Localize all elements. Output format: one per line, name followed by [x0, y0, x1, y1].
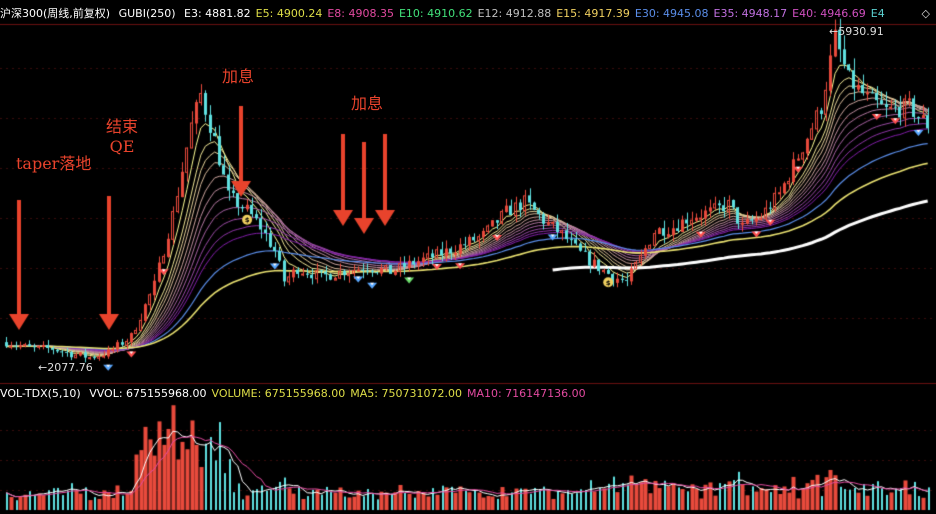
ema-legend-item: E15: 4917.39	[556, 7, 630, 20]
panel-toggle-icon[interactable]: ◇	[921, 7, 930, 20]
high-marker-arrow: ←	[829, 25, 839, 38]
volume-legend-item: VOLUME: 675155968.00	[211, 387, 346, 400]
ema-legend-item: E4	[870, 7, 885, 20]
annotation-rate-hike-1: 加息	[222, 67, 255, 86]
price-header: 沪深300(周线,前复权) GUBI(250) E3: 4881.82 E5: 4…	[0, 7, 895, 21]
volume-legend-item: MA5: 750731072.00	[350, 387, 462, 400]
low-price-label: 2077.76	[47, 361, 93, 374]
ema-legend-item: E3: 4881.82	[184, 7, 251, 20]
ema-legend-item: E35: 4948.17	[713, 7, 788, 20]
ema-legend-item: E5: 4900.24	[255, 7, 323, 20]
ema-legend: E3: 4881.82 E5: 4900.24 E8: 4908.35 E10: 49…	[184, 7, 890, 20]
low-marker-arrow: ←	[38, 361, 48, 374]
low-price-marker: ←2077.76	[38, 362, 93, 374]
annotation-end-qe: 结束 QE	[101, 117, 143, 157]
volume-legend: VVOL: 675155968.00 VOLUME: 675155968.00 MA…	[89, 387, 590, 400]
indicator-label: GUBI(250)	[118, 7, 176, 20]
annotation-end-qe-line1: 结束	[105, 117, 138, 136]
volume-legend-item: VVOL: 675155968.00	[89, 387, 207, 400]
ema-legend-item: E40: 4946.69	[792, 7, 866, 20]
ema-legend-item: E12: 4912.88	[477, 7, 552, 20]
high-price-label: 5930.91	[838, 25, 884, 38]
annotation-end-qe-line2: QE	[109, 137, 135, 156]
index-label: 沪深300(周线,前复权)	[0, 7, 111, 20]
ema-legend-item: E30: 4945.08	[634, 7, 709, 20]
volume-legend-item: MA10: 716147136.00	[466, 387, 586, 400]
volume-header: VOL-TDX(5,10) VVOL: 675155968.00 VOLUME: …	[0, 387, 596, 401]
ema-legend-item: E10: 4910.62	[398, 7, 473, 20]
high-price-marker: ←5930.91	[829, 26, 884, 38]
annotation-taper: taper落地	[16, 154, 92, 173]
annotation-rate-hike-2: 加息	[351, 94, 384, 113]
ema-legend-item: E8: 4908.35	[327, 7, 394, 20]
volume-indicator-label: VOL-TDX(5,10)	[0, 387, 81, 400]
